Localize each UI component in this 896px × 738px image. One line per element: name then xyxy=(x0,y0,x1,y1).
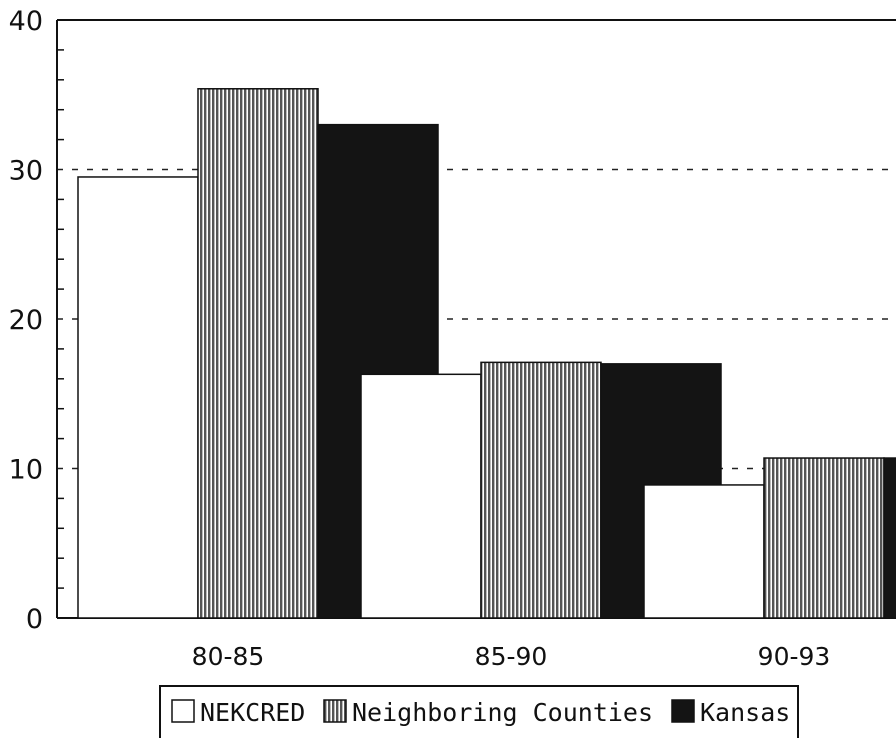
legend-swatch-neighboring-counties xyxy=(323,699,347,723)
bar-nekcred xyxy=(643,484,765,619)
y-axis-ticks: 0 10 20 30 40 xyxy=(9,6,64,635)
y-tick-label: 20 xyxy=(9,305,43,336)
y-tick-label: 0 xyxy=(26,604,43,635)
bar-kansas xyxy=(883,457,896,619)
legend-swatch-kansas xyxy=(671,699,695,723)
bar-neighboring-counties xyxy=(480,361,602,619)
bar-nekcred xyxy=(77,176,199,619)
legend-label: NEKCRED xyxy=(200,698,305,727)
legend-label: Kansas xyxy=(700,698,790,727)
bar-neighboring-counties xyxy=(763,457,885,619)
y-tick-label: 30 xyxy=(9,156,43,187)
bar-nekcred xyxy=(360,373,482,619)
x-category-label: 80-85 xyxy=(192,642,265,671)
y-tick-label: 40 xyxy=(9,6,43,37)
y-tick-label: 10 xyxy=(9,455,43,486)
legend-swatch-nekcred xyxy=(171,699,195,723)
legend: NEKCRED Neighboring Counties Kansas xyxy=(159,685,799,738)
x-category-label: 85-90 xyxy=(475,642,548,671)
bar-neighboring-counties xyxy=(197,88,319,619)
x-category-label: 90-93 xyxy=(758,642,831,671)
bars xyxy=(77,88,896,619)
x-axis-labels: 80-85 85-90 90-93 xyxy=(192,642,831,671)
legend-label: Neighboring Counties xyxy=(352,698,653,727)
